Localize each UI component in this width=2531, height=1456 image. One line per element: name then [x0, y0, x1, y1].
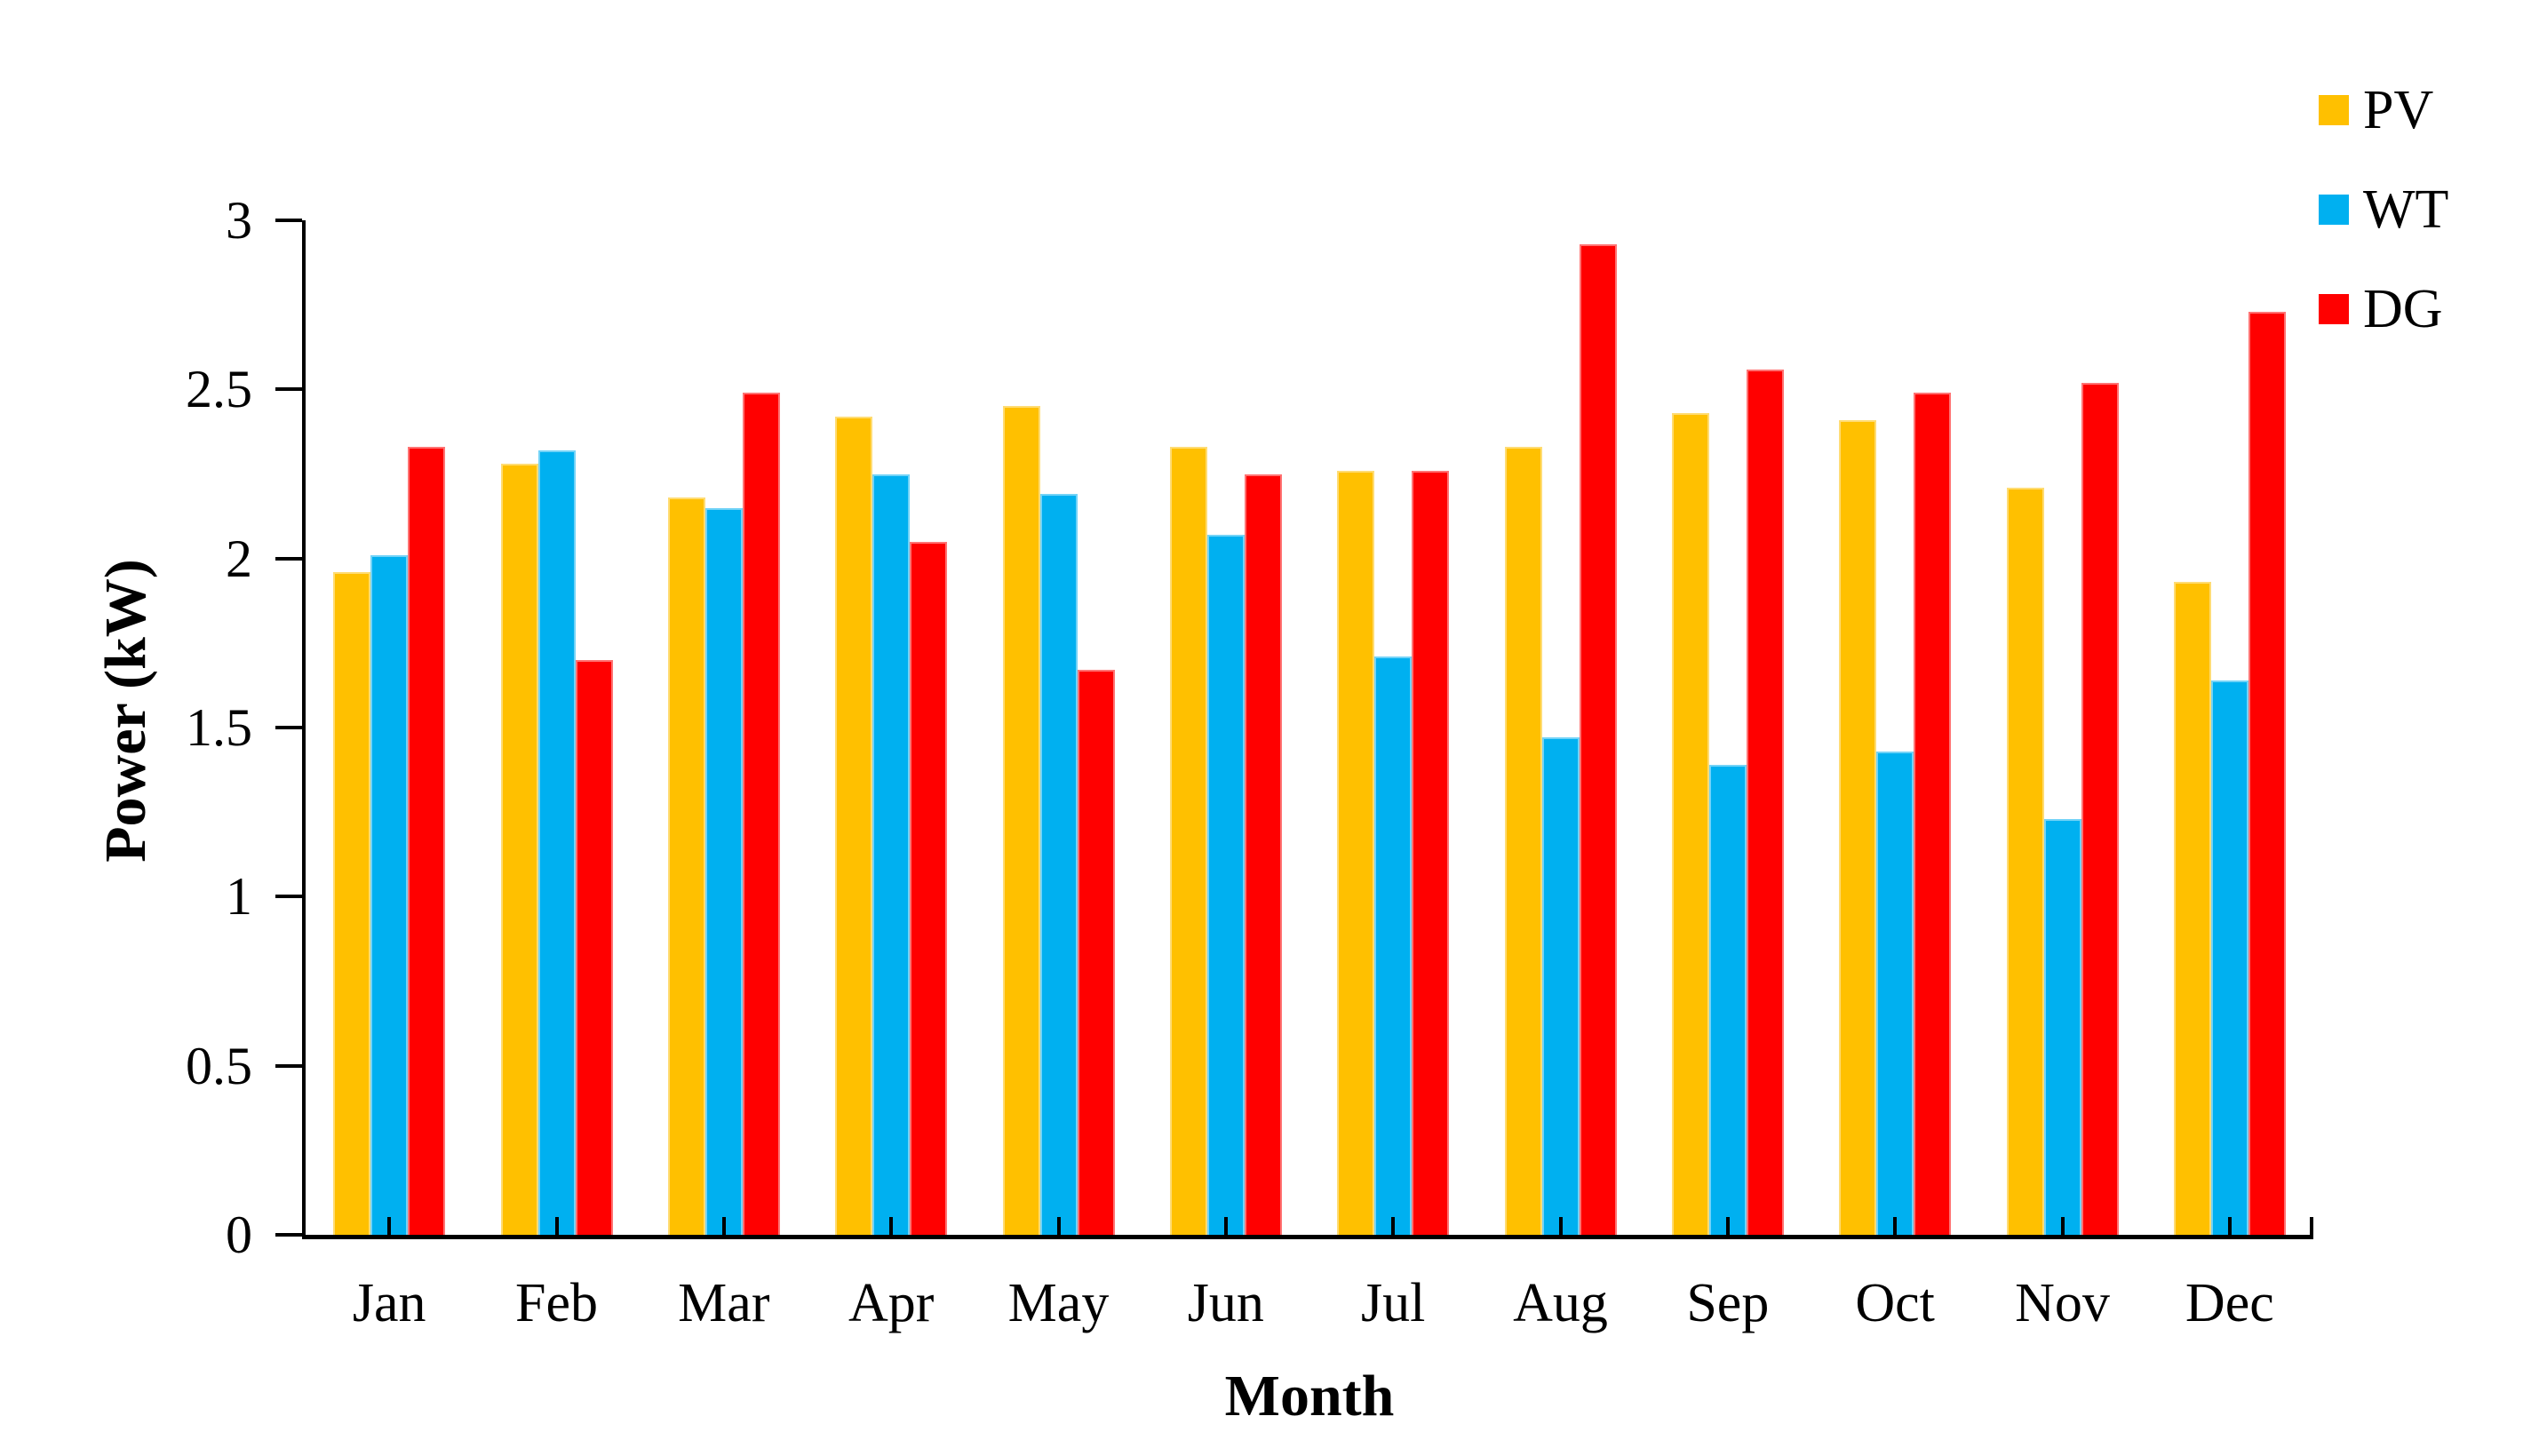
x-axis-label-may: May — [1007, 1273, 1110, 1333]
bar-wt-aug — [1541, 737, 1580, 1235]
bar-pv-aug — [1504, 447, 1542, 1235]
legend-item-dg: DG — [2319, 282, 2448, 337]
bar-pv-may — [1002, 406, 1040, 1235]
y-axis-tick-3 — [275, 219, 302, 222]
y-axis-tick-label: 0 — [226, 1205, 252, 1264]
x-axis-tick-may — [1056, 1217, 1061, 1235]
x-axis-tick-oct — [1893, 1217, 1898, 1235]
legend-label-pv: PV — [2363, 80, 2434, 140]
x-axis-label-jun: Jun — [1187, 1273, 1264, 1333]
bar-dg-feb — [575, 659, 613, 1235]
x-axis-label-jan: Jan — [352, 1273, 426, 1333]
x-axis-label-dec: Dec — [2185, 1273, 2274, 1333]
bar-dg-may — [1077, 670, 1115, 1235]
bar-wt-feb — [537, 450, 576, 1235]
bar-dg-jan — [408, 447, 446, 1235]
bar-wt-dec — [2210, 680, 2248, 1235]
bar-pv-feb — [500, 464, 538, 1235]
bar-pv-jan — [333, 571, 371, 1235]
bar-pv-dec — [2173, 582, 2211, 1235]
bar-dg-jun — [1244, 473, 1282, 1235]
bar-pv-sep — [1671, 412, 1709, 1235]
bar-wt-jun — [1206, 535, 1245, 1235]
x-axis-title: Month — [1224, 1364, 1395, 1428]
x-axis-label-oct: Oct — [1855, 1273, 1935, 1333]
legend: PV WT DG — [2319, 83, 2448, 391]
bar-dg-mar — [742, 393, 780, 1235]
bar-wt-sep — [1708, 764, 1747, 1235]
y-axis-tick-label: 3 — [226, 191, 252, 250]
y-axis-tick-1.5 — [275, 726, 302, 729]
x-axis-label-mar: Mar — [678, 1273, 770, 1333]
legend-swatch-wt-icon — [2319, 195, 2349, 225]
y-axis-tick-label: 2.5 — [186, 360, 252, 419]
x-axis-label-feb: Feb — [515, 1273, 598, 1333]
plot-area: 3 2.5 2 1.5 1 0.5 0 Jan Feb Mar Apr May Jun Jul Aug Sep… — [186, 191, 2313, 1333]
y-axis-tick-label: 1 — [226, 867, 252, 927]
y-axis-tick-1 — [275, 895, 302, 899]
bar-wt-may — [1039, 494, 1078, 1235]
x-axis-end-tick — [2310, 1217, 2313, 1235]
x-axis-tick-mar — [721, 1217, 726, 1235]
bar-wt-nov — [2043, 818, 2081, 1235]
bar-dg-aug — [1579, 243, 1617, 1235]
bar-wt-oct — [1876, 751, 1914, 1235]
legend-swatch-pv-icon — [2319, 95, 2349, 125]
bar-pv-oct — [1839, 419, 1877, 1235]
bar-pv-jun — [1169, 447, 1207, 1235]
x-axis-tick-jul — [1391, 1217, 1396, 1235]
bar-pv-jul — [1337, 470, 1375, 1235]
bar-pv-apr — [835, 416, 873, 1235]
legend-item-wt: WT — [2319, 182, 2448, 237]
x-axis-tick-nov — [2060, 1217, 2065, 1235]
legend-swatch-dg-icon — [2319, 294, 2349, 324]
bar-dg-nov — [2081, 382, 2119, 1235]
y-axis-tick-2.5 — [275, 387, 302, 392]
y-axis-tick-label: 0.5 — [186, 1036, 252, 1095]
y-axis-tick-0.5 — [275, 1063, 302, 1068]
legend-label-dg: DG — [2363, 279, 2443, 339]
x-axis-tick-dec — [2227, 1217, 2232, 1235]
x-axis-tick-apr — [889, 1217, 894, 1235]
bar-wt-jul — [1374, 656, 1413, 1235]
bar-dg-dec — [2248, 311, 2286, 1235]
x-axis-tick-jan — [387, 1217, 392, 1235]
x-axis-tick-jun — [1223, 1217, 1228, 1235]
x-axis-tick-feb — [554, 1217, 559, 1235]
legend-item-pv: PV — [2319, 83, 2448, 138]
bar-pv-nov — [2006, 487, 2044, 1235]
x-axis-tick-aug — [1558, 1217, 1563, 1235]
bar-dg-apr — [910, 541, 948, 1235]
bar-wt-mar — [704, 507, 743, 1235]
bar-dg-jul — [1412, 470, 1450, 1235]
legend-label-wt: WT — [2363, 179, 2449, 240]
x-axis-label-nov: Nov — [2015, 1273, 2110, 1333]
bar-wt-jan — [370, 554, 409, 1235]
y-axis-tick-label: 1.5 — [186, 698, 252, 757]
bar-dg-oct — [1914, 393, 1952, 1235]
y-axis-tick-2 — [275, 556, 302, 561]
x-axis-label-sep: Sep — [1686, 1273, 1770, 1333]
y-axis-tick-label: 2 — [226, 529, 252, 588]
x-axis-label-aug: Aug — [1513, 1273, 1608, 1333]
x-axis-label-apr: Apr — [848, 1273, 935, 1333]
bar-pv-mar — [667, 497, 705, 1235]
bar-dg-sep — [1746, 369, 1784, 1235]
x-axis-label-jul: Jul — [1360, 1273, 1426, 1333]
x-axis-tick-sep — [1725, 1217, 1730, 1235]
bar-wt-apr — [872, 473, 911, 1235]
y-axis-tick-0 — [275, 1233, 302, 1237]
